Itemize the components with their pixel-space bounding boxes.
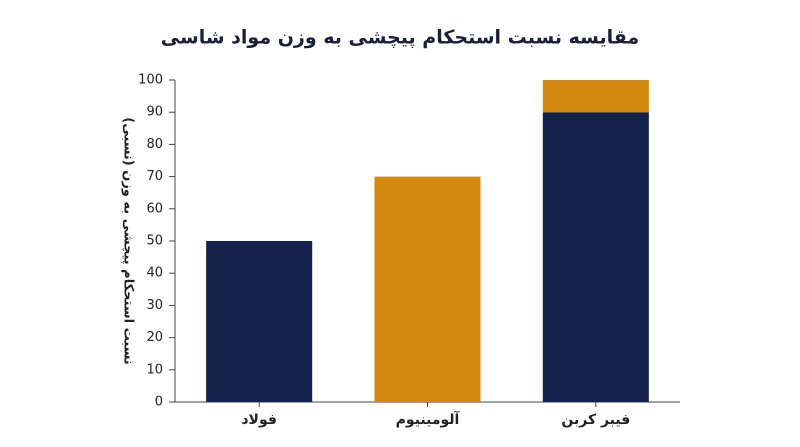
bar xyxy=(206,241,313,402)
y-tick-label: 0 xyxy=(155,395,163,410)
bar xyxy=(374,176,481,402)
y-tick-label: 30 xyxy=(146,298,163,313)
y-tick-label: 10 xyxy=(146,362,163,377)
chart-title: مقایسه نسبت استحکام پیچشی به وزن مواد شا… xyxy=(161,27,639,49)
x-tick-label: فولاد xyxy=(241,412,277,428)
bar xyxy=(542,112,649,402)
y-axis-label: نسبت استحکام پیچشی به وزن (نسبی) xyxy=(121,117,136,365)
y-tick-label: 80 xyxy=(146,137,163,152)
x-tick-label: آلومینیوم xyxy=(396,410,461,428)
y-tick-label: 20 xyxy=(146,330,163,345)
y-tick-label: 70 xyxy=(146,169,163,184)
x-tick-label: فیبر کربن xyxy=(561,412,630,428)
y-tick-label: 50 xyxy=(146,234,163,249)
y-tick-label: 90 xyxy=(146,105,163,120)
y-tick-label: 100 xyxy=(138,73,163,88)
y-tick-label: 40 xyxy=(146,266,163,281)
y-tick-label: 60 xyxy=(146,201,163,216)
bar xyxy=(542,80,649,113)
